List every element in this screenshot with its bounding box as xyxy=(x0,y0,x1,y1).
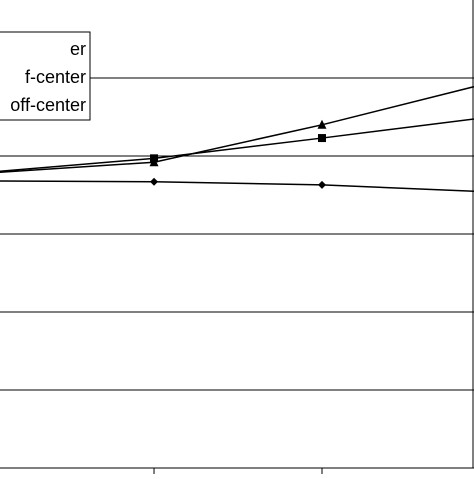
legend-box xyxy=(0,31,91,121)
marker xyxy=(317,134,326,143)
series-line xyxy=(0,180,474,192)
marker xyxy=(150,177,159,186)
legend-label: off-center xyxy=(10,95,86,115)
marker xyxy=(317,119,327,129)
legend-label: er xyxy=(70,39,86,59)
series-line xyxy=(0,118,474,172)
plot-area xyxy=(0,85,474,192)
legend: er f-center off-center xyxy=(0,31,91,121)
marker xyxy=(149,157,159,167)
series-line xyxy=(0,85,474,174)
marker xyxy=(317,180,326,189)
legend-label: f-center xyxy=(25,67,86,87)
